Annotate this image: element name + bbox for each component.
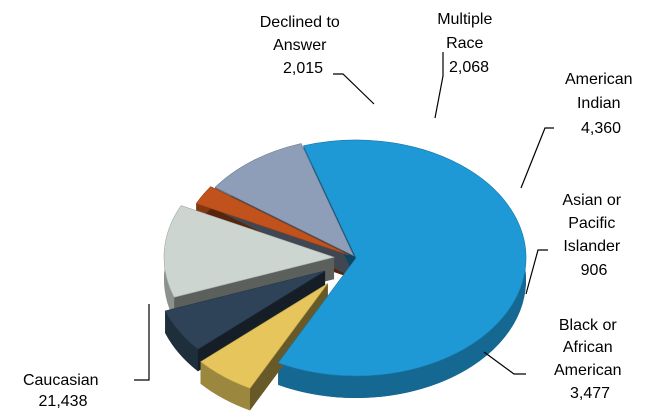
leader-line-multiple-race (434, 52, 444, 119)
slice-label-declined-value: 2,015 (283, 60, 323, 77)
slice-label-american-indian-value: 4,360 (581, 120, 621, 137)
slice-label-multiple-line-2: Race (446, 35, 483, 52)
slice-label-declined-to-answer: Declined to Answer 2,015 (260, 14, 345, 77)
slice-label-multiple-line-1: Multiple (437, 11, 492, 28)
pie-slice-asian-pacific-islander (195, 186, 350, 256)
pie-slice-declined-to-answer (200, 283, 329, 389)
slice-label-asian-line-1: Asian or (562, 192, 621, 209)
slice-label-multiple-value: 2,068 (449, 59, 489, 76)
slice-label-black-line-1: Black or (559, 317, 617, 334)
pie-slice-caucasian (277, 139, 527, 377)
slice-label-american-indian: American Indian 4,360 (565, 71, 637, 137)
slice-label-caucasian-value: 21,438 (39, 393, 88, 410)
pie-top-layer (163, 139, 527, 389)
slice-label-black-african-american: Black or African American 3,477 (554, 317, 626, 402)
slice-label-black-value: 3,477 (570, 385, 610, 402)
slice-label-declined-line-2: Answer (273, 37, 327, 54)
slice-label-asian-line-3: Islander (563, 238, 621, 255)
pie-slice-black-african-american (214, 143, 355, 257)
pie-slice-multiple-race (164, 270, 326, 350)
pie-slice-side-multiple-race (165, 310, 198, 372)
leader-line-caucasian (134, 304, 150, 381)
slice-label-multiple-race: Multiple Race 2,068 (437, 11, 497, 76)
slice-label-american-indian-line-1: American (565, 71, 633, 88)
leader-line-declined-to-answer (333, 73, 375, 105)
slice-label-declined-line-1: Declined to (260, 14, 340, 31)
pie-slice-side-declined-to-answer (200, 361, 250, 411)
slice-label-asian-line-2: Pacific (568, 215, 615, 232)
slice-label-black-line-2: African (563, 339, 613, 356)
slice-label-caucasian: Caucasian 21,438 (23, 372, 103, 410)
pie-slice-side-caucasian (278, 140, 526, 398)
slice-label-american-indian-line-2: Indian (577, 95, 621, 112)
leader-lines (134, 52, 554, 381)
leader-line-black-african-american (483, 351, 526, 375)
slice-label-black-line-3: American (554, 362, 622, 379)
slice-labels: Caucasian 21,438 Declined to Answer 2,01… (23, 11, 637, 410)
pie-slice-american-indian (163, 205, 336, 298)
slice-label-caucasian-line-1: Caucasian (23, 372, 99, 389)
slice-label-asian-value: 906 (581, 262, 608, 279)
leader-line-american-indian (520, 127, 554, 189)
slice-label-asian-pacific-islander: Asian or Pacific Islander 906 (562, 192, 625, 279)
leader-line-asian-pacific-islander (525, 249, 548, 295)
